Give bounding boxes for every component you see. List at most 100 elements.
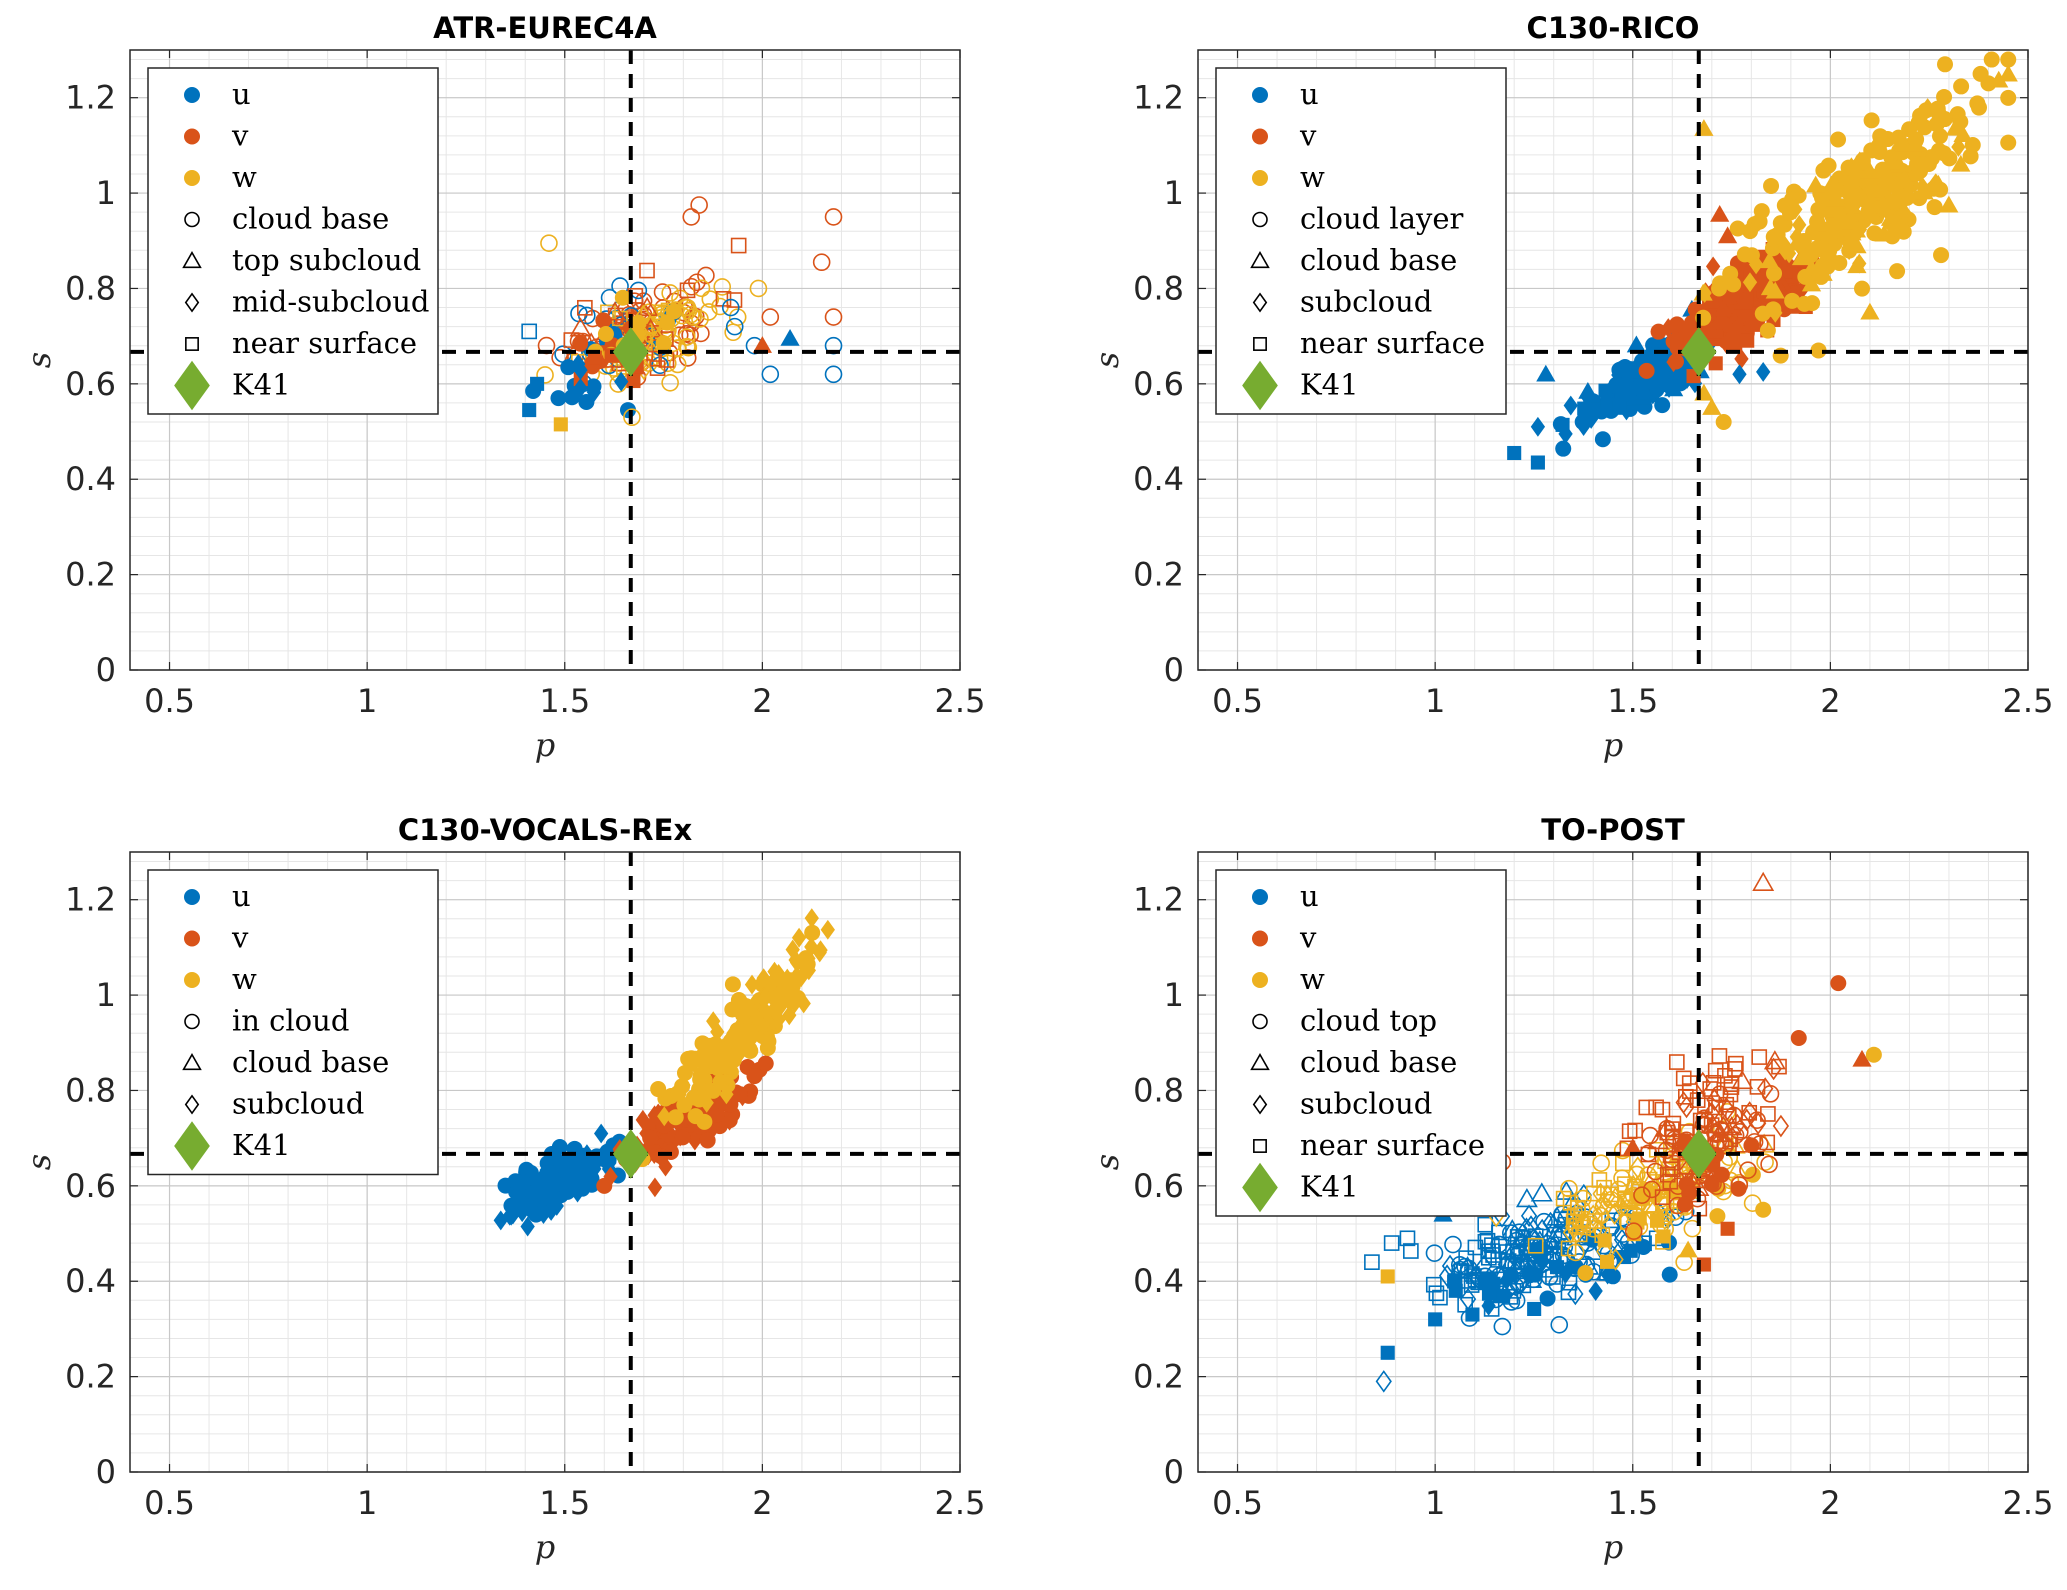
- point-w-diamond: [1612, 1195, 1630, 1218]
- point-w-circle: [1863, 112, 1880, 129]
- point-w-circle: [597, 325, 614, 342]
- point-w-triangle: [1842, 223, 1862, 241]
- point-v-circle: [1638, 362, 1655, 379]
- legend-label: near surface: [232, 326, 417, 360]
- point-w-diamond: [1781, 243, 1797, 264]
- point-w-circle: [1646, 1187, 1663, 1204]
- legend: uvw in cloud cloud base subcloud K41: [147, 869, 439, 1176]
- point-v-circle: [682, 208, 701, 226]
- point-v-circle: [682, 277, 701, 296]
- point-w-diamond: [733, 1015, 748, 1036]
- point-w-circle: [1815, 162, 1832, 179]
- point-v-circle: [572, 335, 589, 352]
- point-w-circle: [724, 976, 741, 993]
- point-u-square: [1399, 1230, 1416, 1247]
- point-u-circle: [1654, 397, 1671, 414]
- point-u-triangle: [1546, 1206, 1569, 1226]
- point-w-diamond: [804, 908, 819, 929]
- point-w-diamond: [1887, 188, 1902, 209]
- legend-marker-v: [1252, 930, 1268, 947]
- point-w-diamond: [1928, 173, 1943, 194]
- point-w-triangle: [1939, 195, 1959, 213]
- point-u-triangle: [1626, 335, 1646, 353]
- y-tick-label: 0.6: [1133, 1167, 1184, 1205]
- point-u-circle: [1490, 1235, 1508, 1254]
- point-w-diamond: [1697, 283, 1712, 303]
- point-w-circle: [1574, 1189, 1592, 1208]
- point-w-square: [1565, 1213, 1582, 1230]
- point-v-diamond: [1717, 312, 1732, 333]
- point-v-triangle: [604, 301, 626, 321]
- point-v-square: [1681, 1075, 1698, 1091]
- point-v-circle: [595, 312, 612, 329]
- point-v-square: [1722, 1086, 1739, 1103]
- point-w-diamond: [704, 1051, 719, 1072]
- point-w-diamond: [801, 948, 816, 969]
- point-w-diamond: [737, 994, 752, 1015]
- legend: uvw cloud top cloud base subcloud near surfa…: [1215, 869, 1507, 1217]
- point-w-diamond: [733, 1041, 748, 1062]
- point-w-diamond: [773, 995, 789, 1016]
- point-u-circle: [1550, 1316, 1569, 1334]
- point-v-triangle: [1710, 204, 1730, 222]
- point-v-triangle: [752, 336, 772, 353]
- legend-label: u: [1300, 879, 1319, 913]
- point-w-diamond: [1852, 219, 1868, 240]
- axes-box: [1197, 49, 2029, 671]
- point-w-circle: [1715, 414, 1732, 430]
- legend-label: u: [232, 77, 251, 111]
- point-v-square: [1728, 1055, 1744, 1072]
- point-v-square: [1668, 1054, 1685, 1070]
- point-v-diamond: [1738, 1108, 1755, 1132]
- point-w-diamond: [1844, 157, 1859, 178]
- y-tick-label: 0.4: [1133, 460, 1184, 498]
- point-u-square: [1527, 1301, 1542, 1316]
- legend-label: w: [232, 962, 257, 996]
- point-v-diamond: [1795, 278, 1810, 299]
- point-v-diamond: [1706, 1088, 1723, 1112]
- point-w-circle: [623, 408, 641, 427]
- point-v-diamond: [1750, 1112, 1767, 1135]
- legend-marker-cloud-base: [182, 1052, 202, 1071]
- point-u-circle: [565, 1156, 582, 1173]
- point-u-circle: [576, 1166, 593, 1183]
- point-u-square: [1485, 1247, 1501, 1263]
- point-v-triangle: [1744, 315, 1764, 332]
- point-w-circle: [1675, 1253, 1693, 1271]
- x-tick-label: 1: [357, 1484, 377, 1522]
- point-w-circle: [661, 284, 679, 302]
- legend-box: [1215, 67, 1507, 415]
- point-u-triangle: [1578, 381, 1598, 399]
- y-tick-label: 0: [96, 1453, 116, 1491]
- point-w-square: [1648, 1141, 1665, 1158]
- point-u-circle: [1555, 440, 1572, 457]
- point-v-circle: [1703, 1176, 1720, 1193]
- point-w-diamond: [782, 992, 798, 1013]
- y-axis-label: s: [1088, 352, 1126, 368]
- point-u-square: [1633, 381, 1648, 396]
- point-w-circle: [1983, 51, 2000, 68]
- point-w-diamond: [692, 1070, 707, 1091]
- point-w-diamond: [782, 1005, 797, 1026]
- point-u-diamond: [586, 382, 602, 403]
- point-u-circle: [578, 393, 595, 410]
- point-w-circle: [1899, 189, 1916, 206]
- point-w-square: [1597, 1233, 1612, 1248]
- point-u-circle: [1539, 1290, 1556, 1307]
- point-w-diamond: [1768, 302, 1783, 323]
- point-w-diamond: [780, 968, 795, 989]
- point-w-diamond: [699, 1092, 714, 1113]
- point-u-square: [1467, 1239, 1484, 1256]
- point-w-triangle: [1820, 200, 1840, 218]
- point-v-circle: [653, 1148, 670, 1165]
- point-u-diamond: [1513, 1231, 1531, 1255]
- point-v-diamond: [1719, 1098, 1736, 1121]
- point-v-triangle: [1713, 299, 1734, 317]
- point-w-triangle: [1905, 134, 1925, 152]
- point-w-circle: [1972, 65, 1989, 82]
- point-u-triangle: [1515, 1188, 1538, 1208]
- point-v-diamond: [1678, 1095, 1695, 1119]
- y-tick-label: 0.6: [1133, 365, 1184, 403]
- point-w-diamond: [1863, 195, 1878, 215]
- point-w-diamond: [1792, 214, 1807, 235]
